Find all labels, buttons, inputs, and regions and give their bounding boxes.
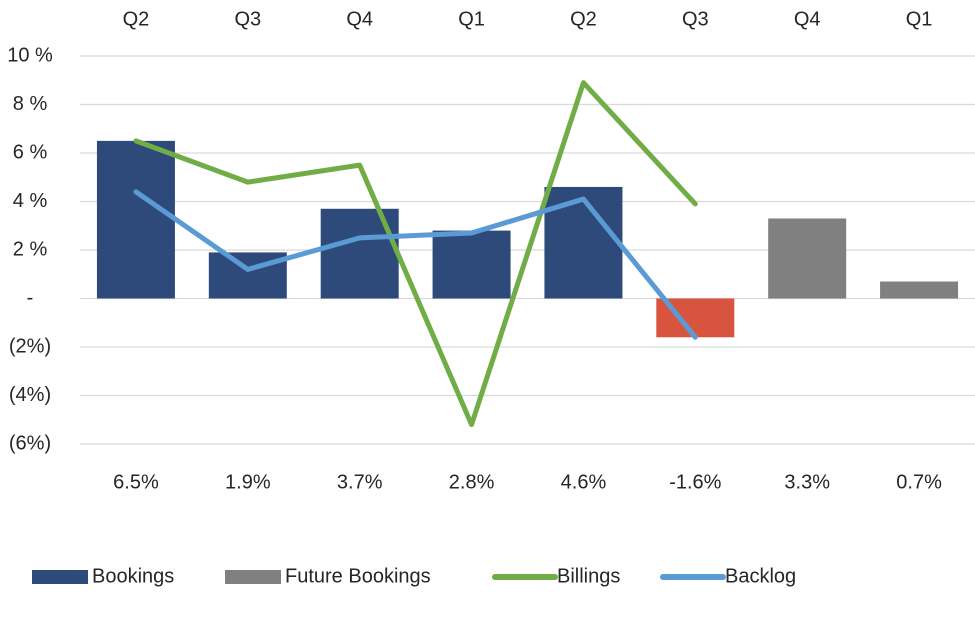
y-tick-label: 8 % xyxy=(13,93,48,115)
value-label: 6.5% xyxy=(113,471,159,493)
legend-label: Bookings xyxy=(92,565,174,587)
value-label: 3.3% xyxy=(784,471,830,493)
x-tick-label: Q1 xyxy=(906,8,933,30)
value-label: 3.7% xyxy=(337,471,383,493)
x-tick-label: Q1 xyxy=(458,8,485,30)
x-tick-label: Q4 xyxy=(794,8,821,30)
y-tick-label: (4%) xyxy=(9,384,51,406)
y-tick-label: 4 % xyxy=(13,190,48,212)
value-label: 0.7% xyxy=(896,471,942,493)
line xyxy=(133,80,698,428)
legend-label: Future Bookings xyxy=(285,565,431,587)
y-tick-label: 10 % xyxy=(7,44,53,66)
legend-swatch xyxy=(225,570,281,584)
line xyxy=(133,189,698,340)
x-tick-label: Q2 xyxy=(123,8,150,30)
x-tick-label: Q2 xyxy=(570,8,597,30)
y-tick-label: 2 % xyxy=(13,238,48,260)
legend-label: Backlog xyxy=(725,565,796,587)
bar xyxy=(768,218,847,299)
value-label: 4.6% xyxy=(561,471,607,493)
legend-label: Billings xyxy=(557,565,620,587)
y-tick-label: (2%) xyxy=(9,335,51,357)
bar xyxy=(880,281,959,299)
bar xyxy=(96,140,175,299)
bar xyxy=(432,230,511,299)
legend-swatch xyxy=(32,570,88,584)
y-tick-label: - xyxy=(27,287,34,309)
x-tick-label: Q4 xyxy=(346,8,373,30)
bar xyxy=(544,186,623,299)
value-label: 2.8% xyxy=(449,471,495,493)
y-tick-label: 6 % xyxy=(13,141,48,163)
y-tick-label: (6%) xyxy=(9,432,51,454)
value-label: -1.6% xyxy=(669,471,721,493)
value-label: 1.9% xyxy=(225,471,271,493)
x-tick-label: Q3 xyxy=(682,8,709,30)
x-tick-label: Q3 xyxy=(234,8,261,30)
